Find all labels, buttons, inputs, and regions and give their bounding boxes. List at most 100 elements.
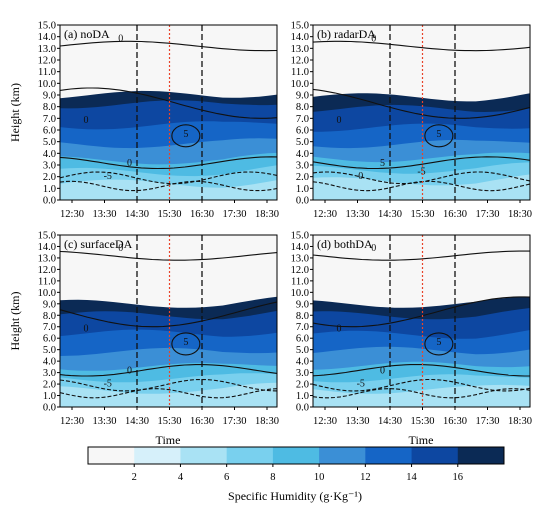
y-tick-label: 3.0 — [43, 368, 56, 379]
panel-title: (c) surfaceDA — [64, 237, 133, 251]
y-axis-label: Height (km) — [8, 83, 22, 142]
colorbar-swatch — [365, 447, 413, 464]
colorbar-frame — [87, 446, 505, 465]
contour-upper — [60, 250, 277, 261]
x-tick-label: 15:30 — [158, 209, 182, 220]
x-tick-label: 15:30 — [411, 209, 435, 220]
panel-b: 0 0 5 5 0 -5 (b) radarDA 0.01.02.03.04.05.06.07… — [291, 21, 532, 221]
panel-frame — [312, 24, 531, 201]
x-tick-label: 17:30 — [476, 209, 500, 220]
y-tick-label: 13.0 — [38, 44, 56, 55]
filled-bands — [313, 93, 530, 200]
y-tick-label: 11.0 — [291, 67, 309, 78]
contour-label: 0 — [84, 115, 89, 126]
x-tick-label: 17:30 — [476, 416, 500, 427]
contour-closed — [424, 124, 454, 148]
contour-label: 0 — [380, 366, 385, 377]
panel-title: (b) radarDA — [317, 27, 376, 41]
x-tick-label: 14:30 — [378, 416, 402, 427]
y-tick-label: 3.0 — [296, 161, 309, 172]
y-tick-label: 0.0 — [43, 196, 56, 207]
contour-low — [313, 156, 530, 170]
colorbar: 2 4 6 8 10 12 14 16 — [87, 446, 505, 483]
contour-negative-1 — [60, 171, 277, 185]
x-ticks: 12:30 13:30 14:30 15:30 16:30 17:30 18:30 — [60, 200, 279, 220]
colorbar-swatch — [226, 447, 274, 464]
y-tick-label: 8.0 — [296, 102, 309, 113]
y-tick-label: 12.0 — [38, 56, 56, 67]
y-tick-label: 7.0 — [43, 114, 56, 125]
contour-mid — [60, 87, 277, 119]
y-tick-label: 11.0 — [38, 67, 56, 78]
y-tick-label: 0.0 — [296, 196, 309, 207]
contour-label: 0 — [371, 243, 376, 254]
y-tick-label: 14.0 — [38, 32, 56, 43]
x-tick-label: 13:30 — [346, 209, 370, 220]
panel-frame — [312, 234, 531, 408]
contour-negative-2 — [60, 180, 277, 192]
contour-negative-2 — [313, 180, 530, 192]
contour-negative-1 — [60, 378, 277, 392]
panel-d: 0 0 5 0 -5 (d) bothDA 0.01.02.03.04.05.06.07.0… — [291, 231, 532, 428]
x-tick-label: 14:30 — [125, 209, 149, 220]
y-tick-label: 0.0 — [43, 403, 56, 414]
colorbar-tick-label: 6 — [224, 472, 229, 483]
contour-label: 0 — [84, 323, 89, 334]
x-tick-label: 16:30 — [443, 209, 467, 220]
x-tick-label: 13:30 — [93, 416, 117, 427]
y-tick-label: 4.0 — [296, 357, 309, 368]
x-ticks: 12:30 13:30 14:30 15:30 16:30 17:30 18:30 — [313, 407, 532, 427]
x-tick-label: 13:30 — [346, 416, 370, 427]
contour-label: -5 — [104, 378, 112, 389]
panel-a: 0 0 5 0 -5 (a) noDA 0.01.02.03.04.05.06.07.08.… — [8, 21, 279, 221]
x-tick-label: 18:30 — [508, 416, 532, 427]
y-tick-label: 4.0 — [43, 149, 56, 160]
y-tick-label: 15.0 — [38, 21, 56, 32]
y-axis-label: Height (km) — [8, 292, 22, 351]
y-tick-label: 5.0 — [296, 345, 309, 356]
x-tick-label: 15:30 — [158, 416, 182, 427]
y-tick-label: 14.0 — [291, 242, 309, 253]
y-ticks: 0.01.02.03.04.05.06.07.08.09.010.011.012… — [291, 231, 313, 414]
contour-label: 0 — [337, 323, 342, 334]
y-tick-label: 5.0 — [43, 137, 56, 148]
y-tick-label: 12.0 — [38, 265, 56, 276]
reference-lines — [389, 235, 456, 407]
y-tick-label: 3.0 — [296, 368, 309, 379]
colorbar-tick-label: 10 — [314, 472, 325, 483]
y-tick-label: 2.0 — [43, 380, 56, 391]
y-tick-label: 8.0 — [296, 311, 309, 322]
contour-label: 0 — [337, 115, 342, 126]
colorbar-tick-label: 16 — [453, 472, 464, 483]
colorbar-tick-label: 4 — [178, 472, 184, 483]
y-tick-label: 6.0 — [43, 126, 56, 137]
y-tick-label: 10.0 — [291, 79, 309, 90]
colorbar-swatch — [180, 447, 228, 464]
y-tick-label: 1.0 — [296, 184, 309, 195]
x-tick-label: 16:30 — [443, 416, 467, 427]
x-tick-label: 16:30 — [190, 416, 214, 427]
contour-upper — [313, 250, 530, 261]
y-tick-label: 1.0 — [43, 184, 56, 195]
reference-lines — [136, 25, 203, 200]
contour-upper — [313, 40, 530, 52]
y-ticks: 0.01.02.03.04.05.06.07.08.09.010.011.012… — [38, 231, 60, 414]
x-axis-label-left: Time — [156, 433, 181, 447]
x-tick-label: 12:30 — [60, 209, 84, 220]
filled-bands — [313, 297, 530, 407]
colorbar-title: Specific Humidity (g·Kg⁻¹) — [228, 489, 362, 503]
y-tick-label: 2.0 — [296, 380, 309, 391]
colorbar-swatch — [134, 447, 181, 464]
y-tick-label: 13.0 — [291, 44, 309, 55]
contour-low — [60, 156, 277, 170]
contour-label: 0 — [127, 366, 132, 377]
y-tick-label: 5.0 — [296, 137, 309, 148]
contour-negative-2 — [60, 388, 277, 399]
contour-label: -5 — [104, 171, 112, 182]
band-level-1 — [313, 384, 530, 407]
panel-c: 0 0 5 0 -5 (c) surfaceDA 0.01.02.03.04.05.06.0… — [8, 231, 279, 428]
y-tick-label: 15.0 — [291, 21, 309, 32]
contour-mid — [60, 301, 277, 328]
colorbar-tick-label: 2 — [132, 472, 137, 483]
